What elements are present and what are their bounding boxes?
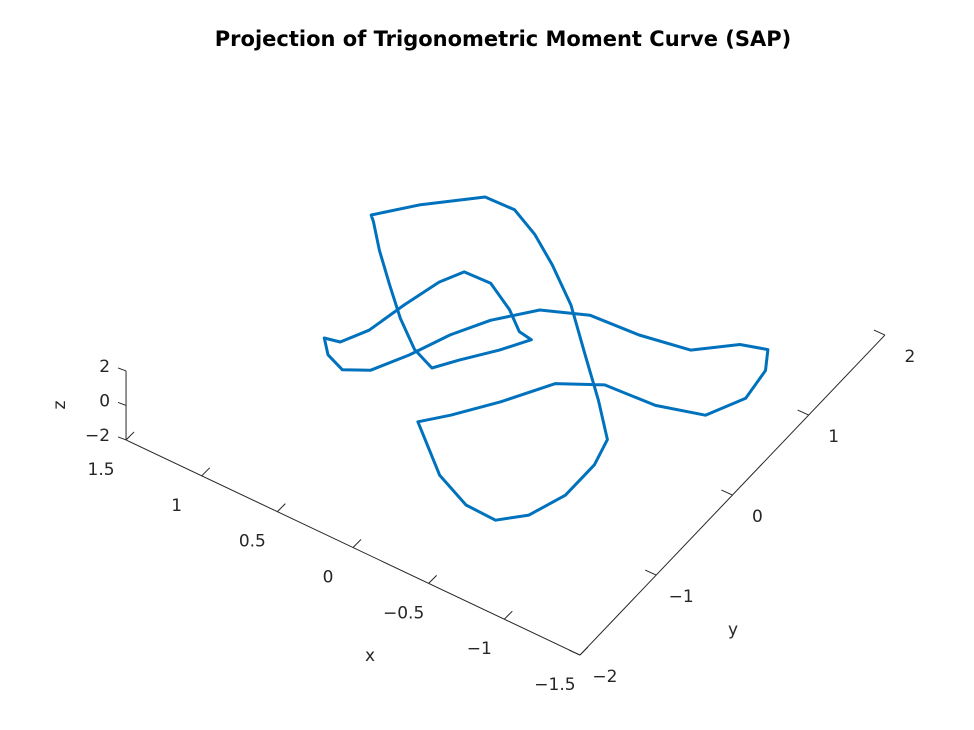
x-tick-label: 0.5 <box>239 532 266 552</box>
z-tick <box>117 367 127 372</box>
x-tick-label: 0 <box>323 568 334 588</box>
x-tick-label: 1.5 <box>88 460 115 480</box>
y-tick <box>797 409 809 416</box>
x-axis-label: x <box>365 646 375 666</box>
x-tick-label: −1 <box>467 639 492 659</box>
z-tick <box>117 401 127 406</box>
y-axis-label: y <box>728 620 738 640</box>
y-tick <box>568 649 581 656</box>
x-tick <box>352 539 362 548</box>
y-tick <box>721 489 733 496</box>
x-tick <box>276 503 286 513</box>
y-tick <box>873 329 886 336</box>
curve <box>322 195 770 522</box>
x-tick <box>503 610 513 620</box>
z-tick-label: −2 <box>85 426 110 446</box>
z-tick <box>117 436 127 441</box>
z-tick-label: 2 <box>99 357 110 377</box>
y-tick-label: 1 <box>828 427 839 447</box>
z-tick-label: 0 <box>99 391 110 411</box>
y-tick <box>644 569 657 576</box>
z-axis-label: z <box>50 400 70 409</box>
y-tick-label: 0 <box>752 507 763 527</box>
x-tick <box>201 467 211 477</box>
x-tick-label: −0.5 <box>383 603 424 623</box>
chart-title: Projection of Trigonometric Moment Curve… <box>215 27 791 51</box>
x-tick-label: −1.5 <box>534 675 575 695</box>
x-tick-label: 1 <box>171 496 182 516</box>
x-tick <box>125 431 135 441</box>
x-tick <box>579 646 589 656</box>
x-tick <box>428 574 438 584</box>
y-tick-label: −2 <box>592 667 617 687</box>
y-tick-label: −1 <box>669 587 694 607</box>
y-tick-label: 2 <box>905 347 916 367</box>
